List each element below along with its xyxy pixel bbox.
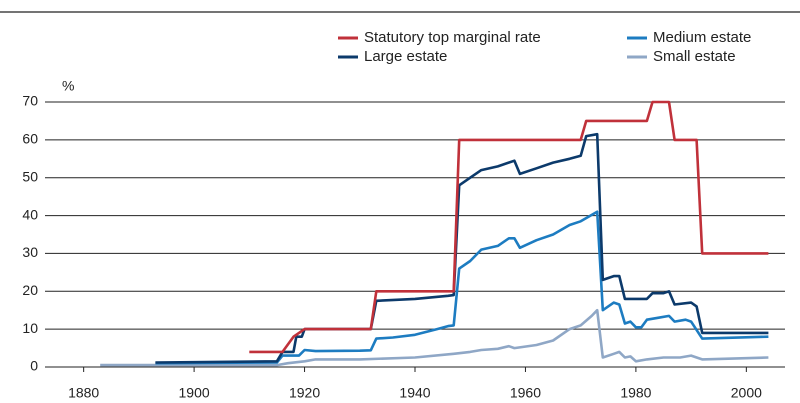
series-line bbox=[100, 308, 769, 367]
series-line bbox=[155, 210, 769, 365]
series-line bbox=[155, 132, 769, 364]
x-tick-label: 1940 bbox=[399, 385, 430, 401]
legend-label: Large estate bbox=[364, 48, 447, 65]
y-tick-label: 10 bbox=[22, 320, 38, 336]
y-tick-label: 0 bbox=[30, 358, 38, 374]
y-tick-label: 20 bbox=[22, 282, 38, 298]
x-tick-label: 1900 bbox=[179, 385, 210, 401]
y-tick-label: 40 bbox=[22, 206, 38, 222]
y-tick-label: 30 bbox=[22, 244, 38, 260]
x-tick-label: 1960 bbox=[510, 385, 541, 401]
x-tick-label: 1920 bbox=[289, 385, 320, 401]
legend-label: Medium estate bbox=[653, 29, 751, 46]
y-tick-label: 70 bbox=[22, 93, 38, 109]
y-tick-label: 60 bbox=[22, 131, 38, 147]
legend-label: Small estate bbox=[653, 48, 736, 65]
x-tick-label: 2000 bbox=[731, 385, 762, 401]
x-tick-label: 1980 bbox=[620, 385, 651, 401]
series-line bbox=[249, 100, 769, 354]
x-tick-label: 1880 bbox=[68, 385, 99, 401]
y-axis-label: % bbox=[62, 78, 74, 94]
legend-label: Statutory top marginal rate bbox=[364, 29, 541, 46]
y-tick-label: 50 bbox=[22, 168, 38, 184]
